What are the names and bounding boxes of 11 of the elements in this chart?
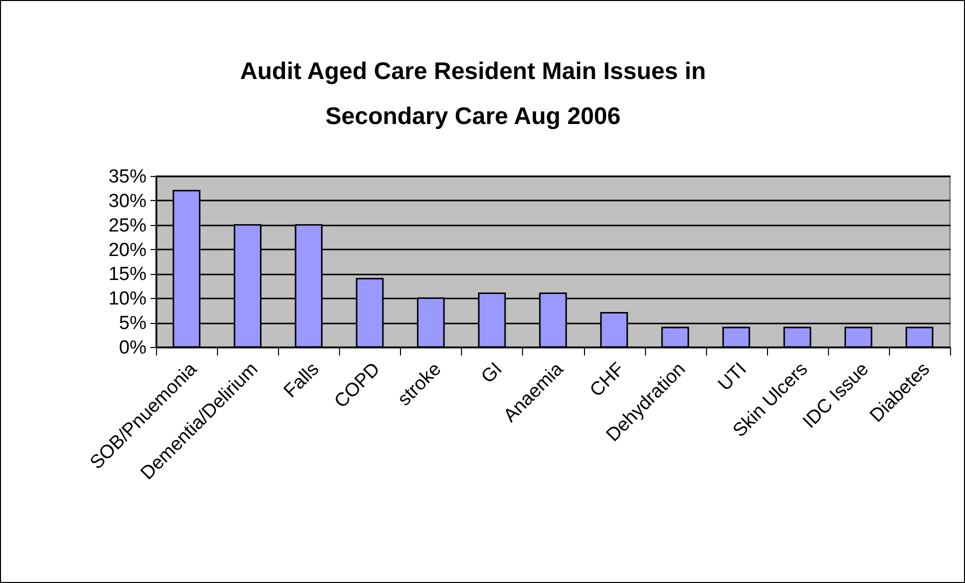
x-tick-label: UTI [714,358,751,396]
chart-title: Audit Aged Care Resident Main Issues in Secondary Care Aug 2006 [240,58,706,130]
y-tick-label: 5% [119,313,147,334]
y-tick-label: 15% [108,264,147,286]
y-tick-label: 20% [108,240,147,261]
y-tick-label: 30% [108,190,147,212]
y-tick-label: 10% [108,288,147,310]
x-tick-label: GI [478,358,507,388]
y-tick-label: 25% [108,215,147,236]
y-tick-label: 35% [108,166,147,188]
y-tick-label: 0% [119,338,147,358]
